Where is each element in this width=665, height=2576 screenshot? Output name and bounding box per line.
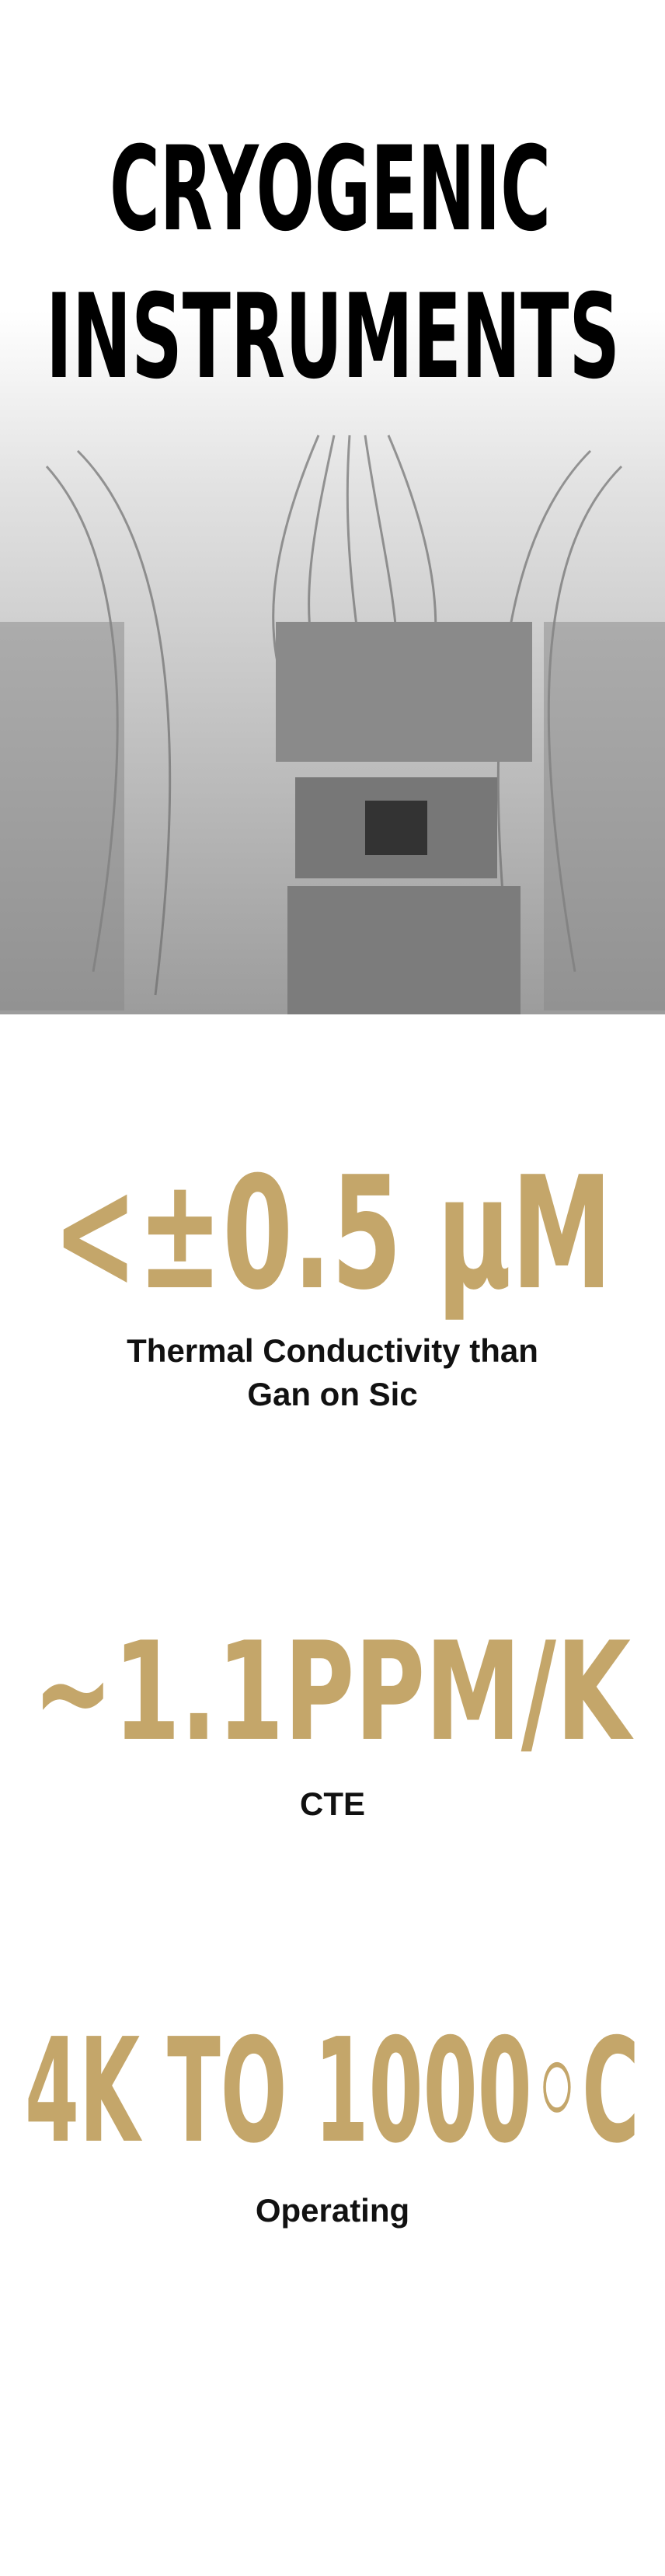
stat-value: <±0.5 μM (53, 1143, 612, 1325)
hero-photo (0, 311, 665, 1014)
stat-label: Operating (256, 2192, 409, 2229)
stat-label: Gan on Sic (247, 1376, 417, 1412)
headline: CRYOGENIC (110, 122, 551, 257)
headline: INSTRUMENTS (46, 270, 620, 405)
stat-label: Thermal Conductivity than (127, 1332, 538, 1369)
stat-value: 4K TO 1000◦C (25, 2007, 639, 2175)
stat-value: ~1.1PPM/K (33, 1614, 634, 1771)
stat-label: CTE (300, 1785, 365, 1822)
